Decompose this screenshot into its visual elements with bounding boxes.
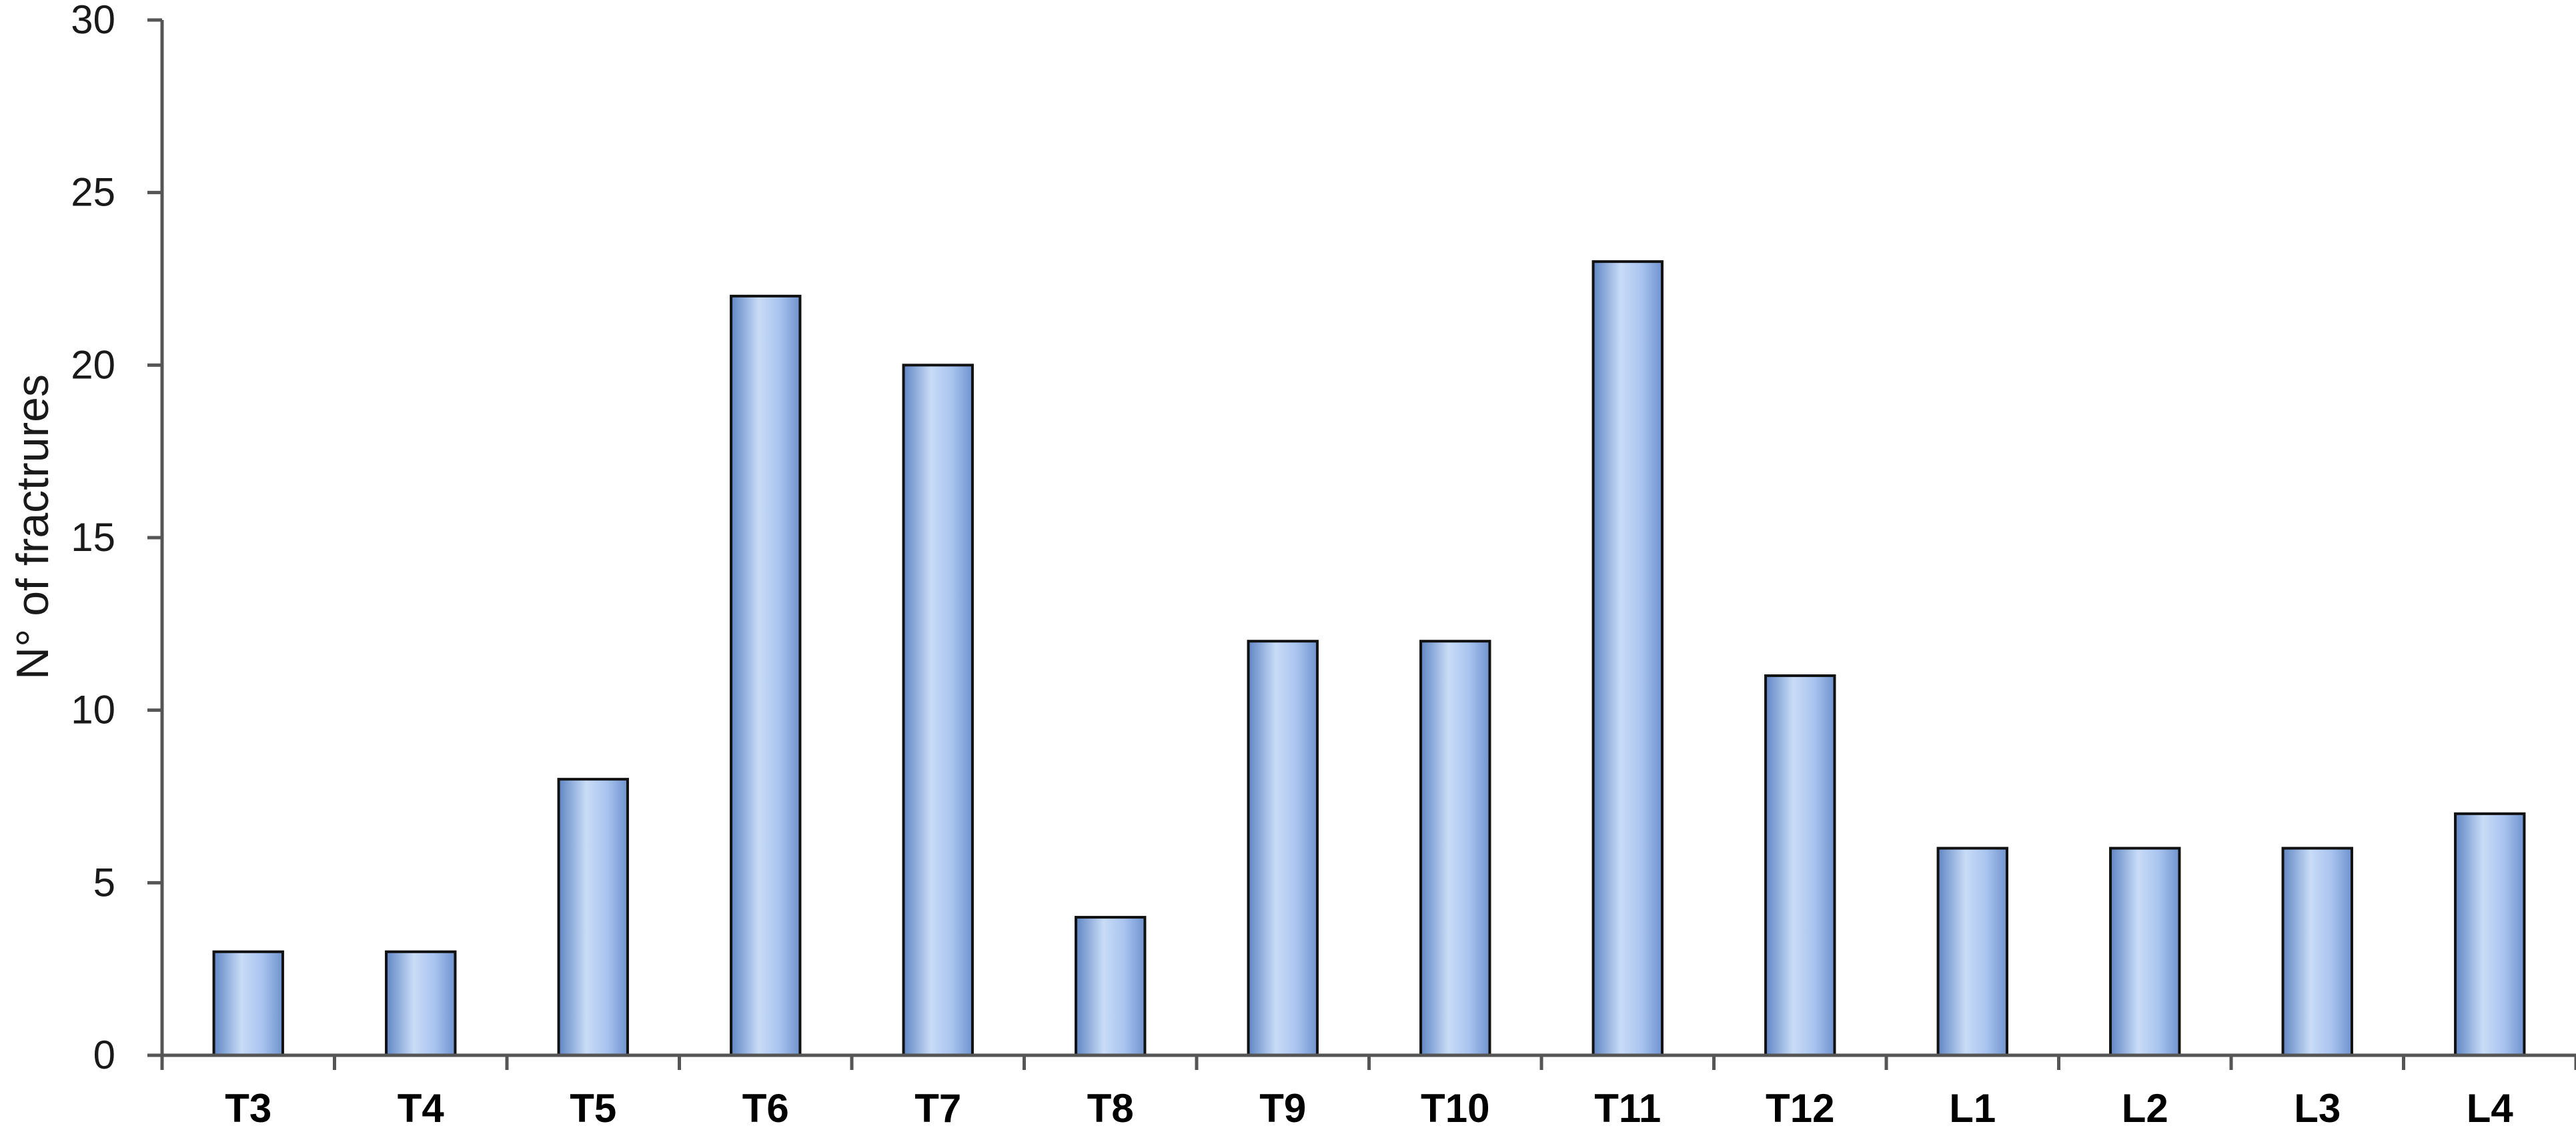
x-tick-label-t7: T7	[914, 1086, 961, 1131]
bar-t12	[1764, 674, 1836, 1057]
y-tick-label: 10	[71, 688, 115, 732]
y-axis-title: N° of fractrures	[7, 374, 58, 680]
x-tick-label-l4: L4	[2467, 1086, 2514, 1131]
x-tick-label-t8: T8	[1087, 1086, 1134, 1131]
x-tick-label-l2: L2	[2122, 1086, 2168, 1131]
y-axis-ticks: 0 5 10 15 20 25 30	[71, 0, 162, 1077]
x-tick-label-t9: T9	[1259, 1086, 1306, 1131]
bar-l3	[2281, 846, 2353, 1057]
y-tick-label: 20	[71, 342, 115, 387]
bar-t3	[212, 950, 284, 1057]
x-tick-label-t6: T6	[742, 1086, 789, 1131]
bar-t8	[1075, 916, 1147, 1057]
x-tick-label-t3: T3	[225, 1086, 271, 1131]
x-tick-label-l1: L1	[1949, 1086, 1996, 1131]
bar-t11	[1591, 260, 1664, 1057]
bar-t5	[557, 778, 629, 1057]
bar-t6	[730, 294, 802, 1057]
x-tick-label-t12: T12	[1766, 1086, 1834, 1131]
y-tick-label: 0	[93, 1033, 115, 1077]
y-tick-label: 30	[71, 0, 115, 42]
x-tick-label-t5: T5	[570, 1086, 616, 1131]
x-axis-labels: T3 T4 T5 T6 T7 T8 T9 T10 T11 T12 L1 L2 L3 L4	[160, 1055, 2576, 1131]
bar-series	[212, 260, 2526, 1057]
bar-t4	[385, 950, 457, 1057]
x-tick-label-t4: T4	[398, 1086, 445, 1131]
bar-l4	[2454, 812, 2526, 1057]
y-tick-label: 5	[93, 860, 115, 905]
bar-t7	[902, 364, 974, 1057]
y-tick-label: 25	[71, 170, 115, 215]
x-tick-label-t10: T10	[1421, 1086, 1489, 1131]
bar-t10	[1419, 640, 1491, 1057]
x-tick-label-t11: T11	[1594, 1086, 1661, 1131]
x-tick-label-l3: L3	[2294, 1086, 2341, 1131]
bar-l2	[2109, 846, 2181, 1057]
bar-t9	[1247, 640, 1319, 1057]
y-tick-label: 15	[71, 515, 115, 560]
bar-l1	[1936, 846, 2008, 1057]
